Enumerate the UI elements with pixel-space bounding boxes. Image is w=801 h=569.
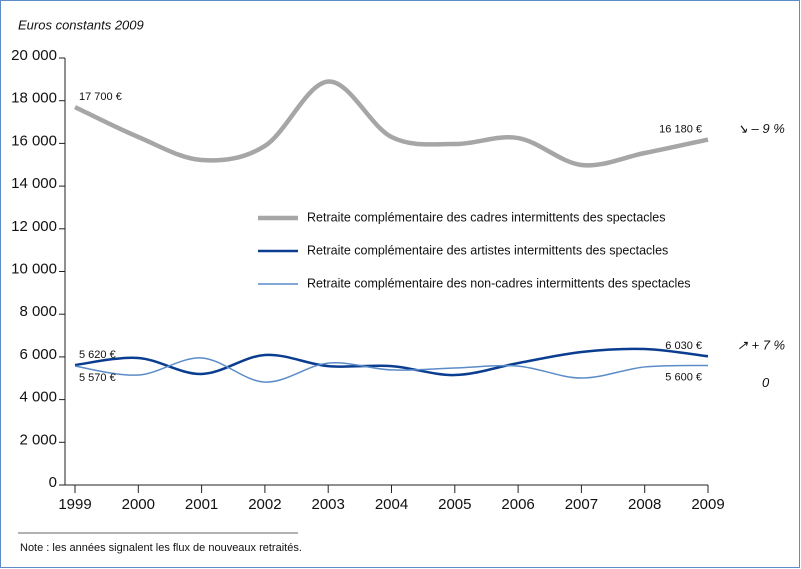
x-tick-label: 2007 bbox=[565, 496, 598, 513]
line-series bbox=[74, 357, 709, 383]
legend-label: Retraite complémentaire des cadres inter… bbox=[307, 210, 666, 224]
change-label: 0 bbox=[762, 375, 770, 390]
x-tick-label: 2006 bbox=[501, 496, 534, 513]
x-tick-label: 2004 bbox=[375, 496, 408, 513]
y-tick-label: 0 bbox=[49, 474, 57, 491]
x-tick-label: 2001 bbox=[185, 496, 218, 513]
x-tick-label: 2005 bbox=[438, 496, 471, 513]
x-tick-label: 2003 bbox=[312, 496, 345, 513]
y-tick-label: 10 000 bbox=[11, 260, 57, 277]
note: Note : les années signalent les flux de … bbox=[20, 542, 302, 554]
x-tick-label: 2000 bbox=[122, 496, 155, 513]
value-label: 5 600 € bbox=[665, 371, 702, 383]
x-tick-label: 1999 bbox=[58, 496, 91, 513]
y-tick-label: 14 000 bbox=[11, 175, 57, 192]
value-label: 5 570 € bbox=[79, 372, 116, 384]
value-label: 6 030 € bbox=[665, 340, 702, 352]
y-tick-label: 2 000 bbox=[19, 431, 57, 448]
x-tick-label: 2008 bbox=[628, 496, 661, 513]
value-label: 16 180 € bbox=[659, 123, 702, 135]
y-tick-label: 4 000 bbox=[19, 389, 57, 406]
y-axis-label: Euros constants 2009 bbox=[18, 17, 144, 32]
legend-label: Retraite complémentaire des artistes int… bbox=[307, 243, 668, 257]
value-label: 17 700 € bbox=[79, 91, 122, 103]
y-tick-label: 12 000 bbox=[11, 218, 57, 235]
legend-label: Retraite complémentaire des non-cadres i… bbox=[307, 276, 691, 290]
x-tick-label: 2009 bbox=[691, 496, 724, 513]
value-label: 5 620 € bbox=[79, 349, 116, 361]
change-label: ↘ – 9 % bbox=[737, 121, 785, 136]
line-series bbox=[74, 79, 709, 168]
y-tick-label: 16 000 bbox=[11, 132, 57, 149]
change-label: ↗ + 7 % bbox=[737, 338, 785, 353]
y-tick-label: 18 000 bbox=[11, 90, 57, 107]
y-tick-label: 20 000 bbox=[11, 47, 57, 64]
y-tick-label: 6 000 bbox=[19, 346, 57, 363]
y-tick-label: 8 000 bbox=[19, 303, 57, 320]
x-tick-label: 2002 bbox=[248, 496, 281, 513]
line-series bbox=[74, 347, 709, 377]
